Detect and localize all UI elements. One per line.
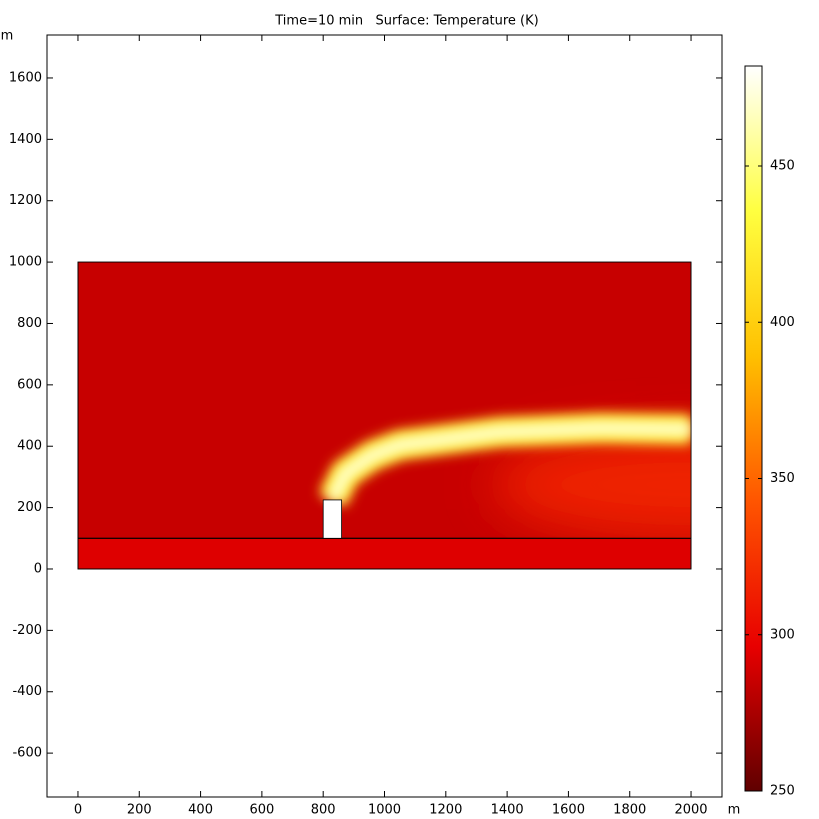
y-tick-label: 1600	[9, 70, 42, 85]
region-outline	[77, 537, 692, 570]
x-tick-label: 2000	[674, 803, 707, 818]
x-tick-label: 1000	[368, 803, 401, 818]
warm-zone	[491, 430, 692, 539]
x-axis-label: m	[728, 803, 741, 818]
x-tick-label: 1200	[429, 803, 462, 818]
air-field	[318, 413, 692, 539]
x-tick-label: 1800	[613, 803, 646, 818]
y-tick-label: -400	[12, 684, 42, 699]
x-tick-label: 0	[74, 803, 82, 818]
y-tick-label: 600	[17, 377, 42, 392]
colorbar-tick-label: 300	[770, 627, 795, 642]
y-tick-label: -200	[12, 623, 42, 638]
colorbar-tick-label: 350	[770, 471, 795, 486]
x-tick-label: 1400	[491, 803, 524, 818]
y-tick-label: -600	[12, 746, 42, 761]
x-tick-label: 1600	[552, 803, 585, 818]
y-tick-label: 400	[17, 439, 42, 454]
y-axis-label: m	[1, 29, 14, 44]
y-tick-label: 0	[34, 561, 42, 576]
y-tick-label: 1200	[9, 193, 42, 208]
x-tick-label: 400	[188, 803, 213, 818]
colorbar-tick-label: 250	[770, 784, 795, 799]
colorbar-tick-label: 400	[770, 315, 795, 330]
region	[77, 537, 692, 570]
colorbar	[744, 65, 763, 792]
plume-core	[326, 421, 692, 503]
y-tick-label: 1000	[9, 255, 42, 270]
y-tick-label: 1400	[9, 132, 42, 147]
x-tick-label: 800	[311, 803, 336, 818]
y-tick-label: 800	[17, 316, 42, 331]
chimney	[322, 499, 342, 539]
chart-title: Time=10 min Surface: Temperature (K)	[274, 14, 538, 29]
x-tick-label: 600	[249, 803, 274, 818]
y-tick-label: 200	[17, 500, 42, 515]
colorbar-tick-label: 450	[770, 159, 795, 174]
x-tick-label: 200	[127, 803, 152, 818]
